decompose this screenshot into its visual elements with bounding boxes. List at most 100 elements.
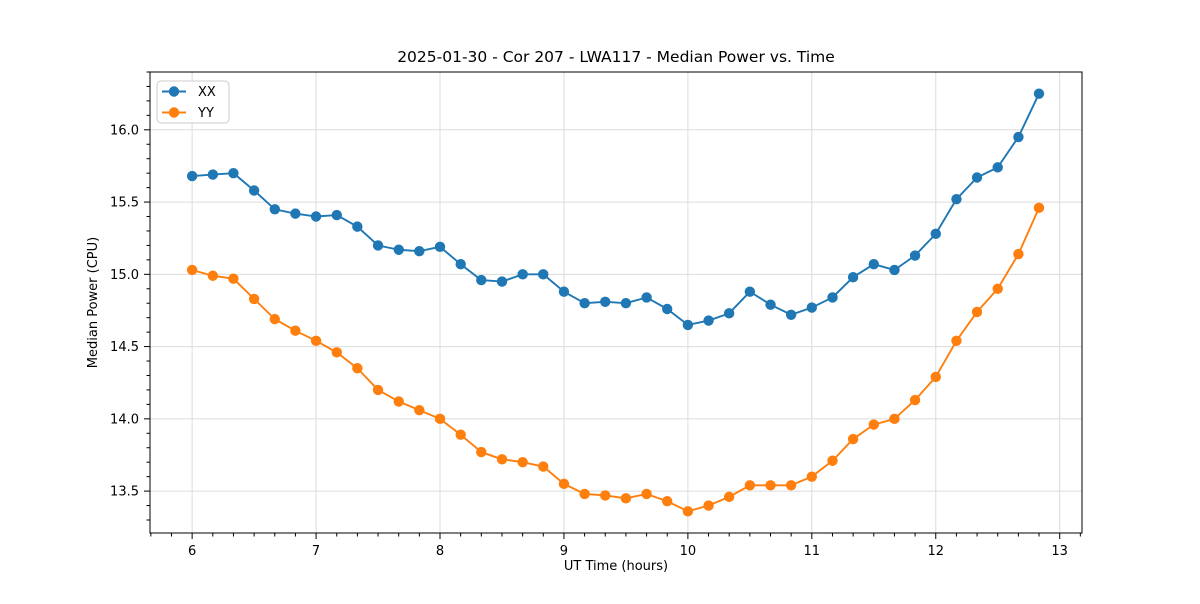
data-point-marker xyxy=(269,204,280,215)
data-point-marker xyxy=(310,335,322,346)
data-point-marker xyxy=(496,454,508,465)
data-point-marker xyxy=(847,433,859,445)
series-YY xyxy=(186,202,1045,517)
x-tick-label: 13 xyxy=(1051,544,1068,559)
legend-marker xyxy=(168,107,180,118)
data-point-marker xyxy=(971,306,983,318)
data-point-marker xyxy=(186,264,198,276)
x-axis-label: UT Time (hours) xyxy=(564,559,668,574)
legend-box xyxy=(156,80,230,124)
legend: XX YY xyxy=(156,80,230,124)
data-point-marker xyxy=(951,335,962,346)
data-point-marker xyxy=(331,347,342,358)
data-point-marker xyxy=(393,244,404,255)
data-point-marker xyxy=(1013,131,1024,143)
legend-label: YY xyxy=(197,106,214,121)
data-point-marker xyxy=(641,292,652,303)
data-point-marker xyxy=(723,491,735,503)
data-point-marker xyxy=(765,299,776,310)
data-point-marker xyxy=(517,456,528,468)
data-point-marker xyxy=(228,273,239,284)
data-point-marker xyxy=(703,500,714,511)
data-point-marker xyxy=(682,319,694,331)
y-tick-label: 13.5 xyxy=(110,485,139,500)
data-point-marker xyxy=(806,302,818,313)
data-point-marker xyxy=(579,488,590,500)
legend-marker xyxy=(168,86,180,97)
data-point-marker xyxy=(1033,88,1045,99)
axis-ticks xyxy=(144,71,1081,539)
data-point-marker xyxy=(827,292,838,303)
data-point-marker xyxy=(393,396,404,407)
chart-title: 2025-01-30 - Cor 207 - LWA117 - Median P… xyxy=(397,48,835,66)
data-point-marker xyxy=(641,488,652,500)
x-tick-label: 7 xyxy=(312,544,320,559)
data-point-marker xyxy=(868,419,879,430)
x-tick-label: 9 xyxy=(560,544,568,559)
data-point-marker xyxy=(434,413,446,425)
data-point-marker xyxy=(248,185,260,196)
data-point-marker xyxy=(186,170,198,182)
data-point-marker xyxy=(847,272,859,283)
data-point-marker xyxy=(682,506,694,517)
x-tick-label: 6 xyxy=(188,544,196,559)
data-point-marker xyxy=(620,298,632,309)
data-point-marker xyxy=(992,283,1003,294)
data-point-marker xyxy=(620,493,632,504)
data-point-marker xyxy=(331,209,342,221)
data-point-marker xyxy=(992,162,1003,173)
data-point-marker xyxy=(806,471,818,482)
data-point-marker xyxy=(723,308,735,319)
data-point-marker xyxy=(765,480,776,491)
data-point-marker xyxy=(310,211,322,222)
data-point-marker xyxy=(476,446,487,458)
x-tick-label: 10 xyxy=(680,544,697,559)
data-point-marker xyxy=(971,172,983,183)
tick-labels: 6 7 8 9 10 11 12 13 13.5 14.0 14.5 15.0 15.5 16.0 xyxy=(110,123,1068,559)
data-point-marker xyxy=(538,461,549,472)
data-point-marker xyxy=(352,363,363,374)
data-point-marker xyxy=(661,303,673,315)
data-point-marker xyxy=(909,394,921,406)
data-point-marker xyxy=(951,193,962,205)
data-point-marker xyxy=(207,169,219,180)
data-point-marker xyxy=(414,246,425,257)
data-point-marker xyxy=(827,455,838,466)
data-point-marker xyxy=(600,490,611,501)
y-axis-label: Median Power (CPU) xyxy=(86,237,101,368)
data-point-marker xyxy=(889,264,900,276)
x-tick-label: 11 xyxy=(804,544,821,559)
data-point-marker xyxy=(372,384,384,396)
legend-label: XX xyxy=(198,85,216,100)
data-point-marker xyxy=(558,478,570,490)
legend-item-YY: YY xyxy=(162,106,214,121)
data-point-marker xyxy=(661,496,673,507)
data-point-marker xyxy=(1033,202,1045,214)
data-point-marker xyxy=(579,298,590,309)
data-point-marker xyxy=(930,371,941,383)
data-point-marker xyxy=(455,259,466,270)
x-tick-label: 12 xyxy=(927,544,944,559)
data-point-marker xyxy=(600,296,611,307)
data-point-marker xyxy=(269,313,280,325)
data-point-marker xyxy=(785,480,797,491)
data-point-marker xyxy=(455,429,466,440)
data-point-marker xyxy=(290,208,301,219)
data-point-marker xyxy=(476,274,487,286)
data-point-marker xyxy=(248,293,260,305)
data-point-marker xyxy=(352,221,363,232)
data-point-marker xyxy=(744,286,756,297)
data-point-marker xyxy=(538,269,549,280)
x-tick-label: 8 xyxy=(436,544,444,559)
data-point-marker xyxy=(889,413,900,425)
data-point-marker xyxy=(1013,248,1024,260)
data-point-marker xyxy=(558,286,570,297)
data-point-marker xyxy=(434,241,446,253)
data-point-marker xyxy=(517,269,528,280)
data-point-marker xyxy=(414,404,425,416)
axes-frame xyxy=(149,71,1083,534)
data-point-marker xyxy=(909,250,921,261)
y-tick-label: 14.0 xyxy=(110,412,139,427)
